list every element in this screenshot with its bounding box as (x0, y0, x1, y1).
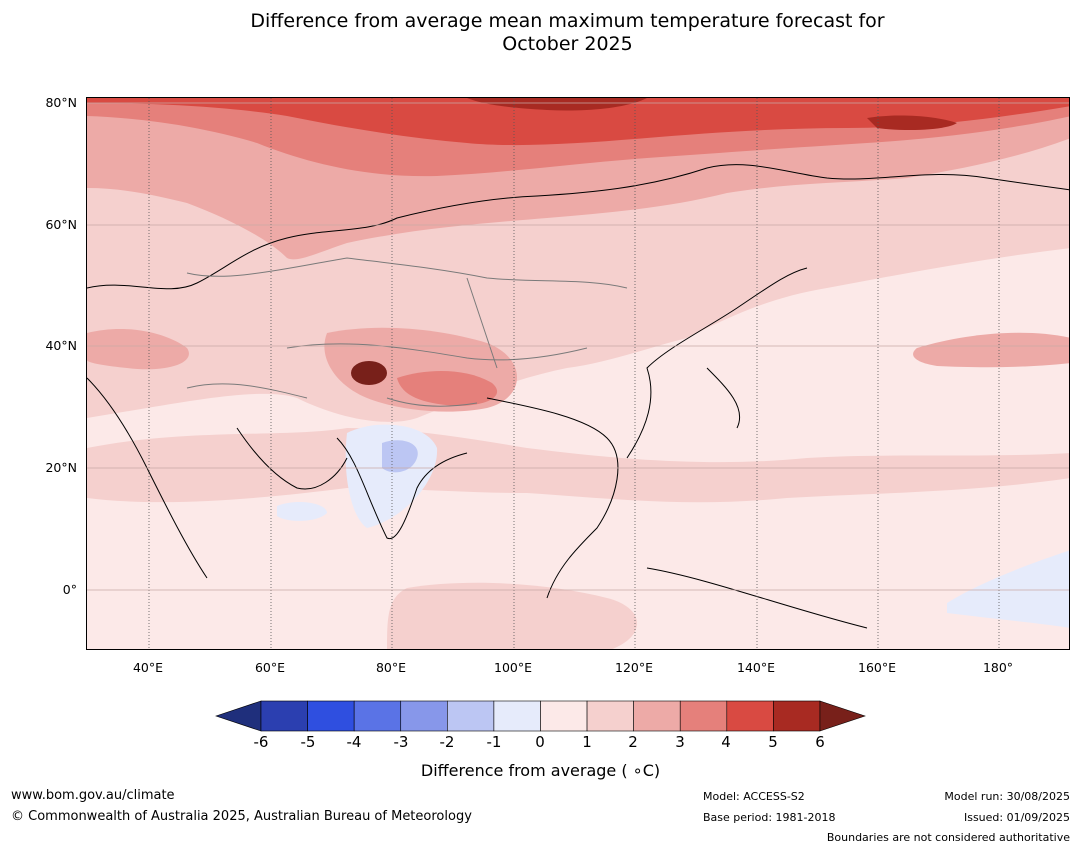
lat-label-0: 0° (62, 582, 77, 597)
base-period-text: Base period: 1981-2018 (703, 811, 836, 824)
chart-title: Difference from average mean maximum tem… (0, 10, 1081, 56)
colorbar-swatch (353, 700, 402, 732)
colorbar (215, 700, 866, 732)
lon-label-140e: 140°E (736, 660, 776, 675)
colorbar-tick: -2 (439, 733, 455, 751)
colorbar-tick: -5 (300, 733, 316, 751)
colorbar-swatch (400, 700, 448, 732)
colorbar-tick: -4 (346, 733, 362, 751)
colorbar-tick: -6 (253, 733, 269, 751)
lon-label-80e: 80°E (375, 660, 407, 675)
colorbar-tick: 6 (815, 733, 825, 751)
anomaly-patch-5-6-east-siberia (867, 115, 957, 131)
colorbar-swatch (726, 700, 774, 732)
colorbar-tick: 0 (535, 733, 545, 751)
anomaly-band-4-5-arctic (87, 98, 1069, 146)
graticule-meridians (148, 98, 1000, 649)
colorbar-swatch (307, 700, 355, 732)
disclaimer-text: Boundaries are not considered authoritat… (826, 831, 1070, 844)
model-run-text: Model run: 30/08/2025 (944, 790, 1070, 803)
lon-label-60e: 60°E (254, 660, 286, 675)
colorbar-swatch (586, 700, 634, 732)
anomaly-map (87, 98, 1069, 649)
title-line-2: October 2025 (502, 33, 633, 55)
lon-label-100e: 100°E (493, 660, 533, 675)
anomaly-patch-3-4-tibet (397, 371, 498, 406)
lon-label-180: 180° (982, 660, 1014, 675)
colorbar-extend-low (215, 700, 262, 732)
colorbar-swatch (679, 700, 728, 732)
anomaly-band-1-2-indian-ocean (387, 582, 637, 649)
issued-text: Issued: 01/09/2025 (963, 811, 1070, 824)
lat-label-20n: 20°N (45, 460, 77, 475)
anomaly-band-5-6-arctic (467, 98, 647, 111)
anomaly-patch-minus-2-minus-1-india (382, 440, 418, 473)
country-borders (186, 257, 628, 407)
anomaly-patch-2-3-pacific (913, 332, 1069, 368)
copyright-text: © Commonwealth of Australia 2025, Austra… (11, 809, 472, 824)
colorbar-swatch (633, 700, 681, 732)
anomaly-patch-2-3-caspian (87, 328, 189, 370)
anomaly-patch-minus-1-0-pacific (947, 550, 1069, 628)
lat-label-60n: 60°N (45, 217, 77, 232)
colorbar-tick: 5 (768, 733, 778, 751)
lon-label-120e: 120°E (614, 660, 654, 675)
colorbar-swatch (260, 700, 308, 732)
colorbar-swatch (540, 700, 588, 732)
website-link[interactable]: www.bom.gov.au/climate (11, 788, 175, 803)
graticule-parallels (87, 102, 1069, 591)
colorbar-tick: 4 (721, 733, 731, 751)
colorbar-extend-high (819, 700, 866, 732)
colorbar-tick: 3 (675, 733, 685, 751)
colorbar-swatch (773, 700, 821, 732)
coastlines (87, 164, 1069, 629)
title-line-1: Difference from average mean maximum tem… (250, 10, 885, 32)
lat-label-40n: 40°N (45, 338, 77, 353)
anomaly-hotspot-above-6 (351, 361, 387, 385)
colorbar-tick: -3 (393, 733, 409, 751)
lon-label-160e: 160°E (857, 660, 897, 675)
anomaly-patch-minus-1-0-arabia (277, 502, 327, 521)
anomaly-band-1-2-tropics (87, 428, 1069, 503)
colorbar-tick: 1 (582, 733, 592, 751)
lon-label-40e: 40°E (132, 660, 164, 675)
colorbar-tick: -1 (486, 733, 502, 751)
colorbar-tick: 2 (628, 733, 638, 751)
map-panel (86, 97, 1070, 650)
colorbar-swatch (447, 700, 495, 732)
lat-label-80n: 80°N (45, 95, 77, 110)
colorbar-label: Difference from average ( ∘C) (420, 761, 661, 780)
model-text: Model: ACCESS-S2 (703, 790, 805, 803)
colorbar-swatch (493, 700, 541, 732)
